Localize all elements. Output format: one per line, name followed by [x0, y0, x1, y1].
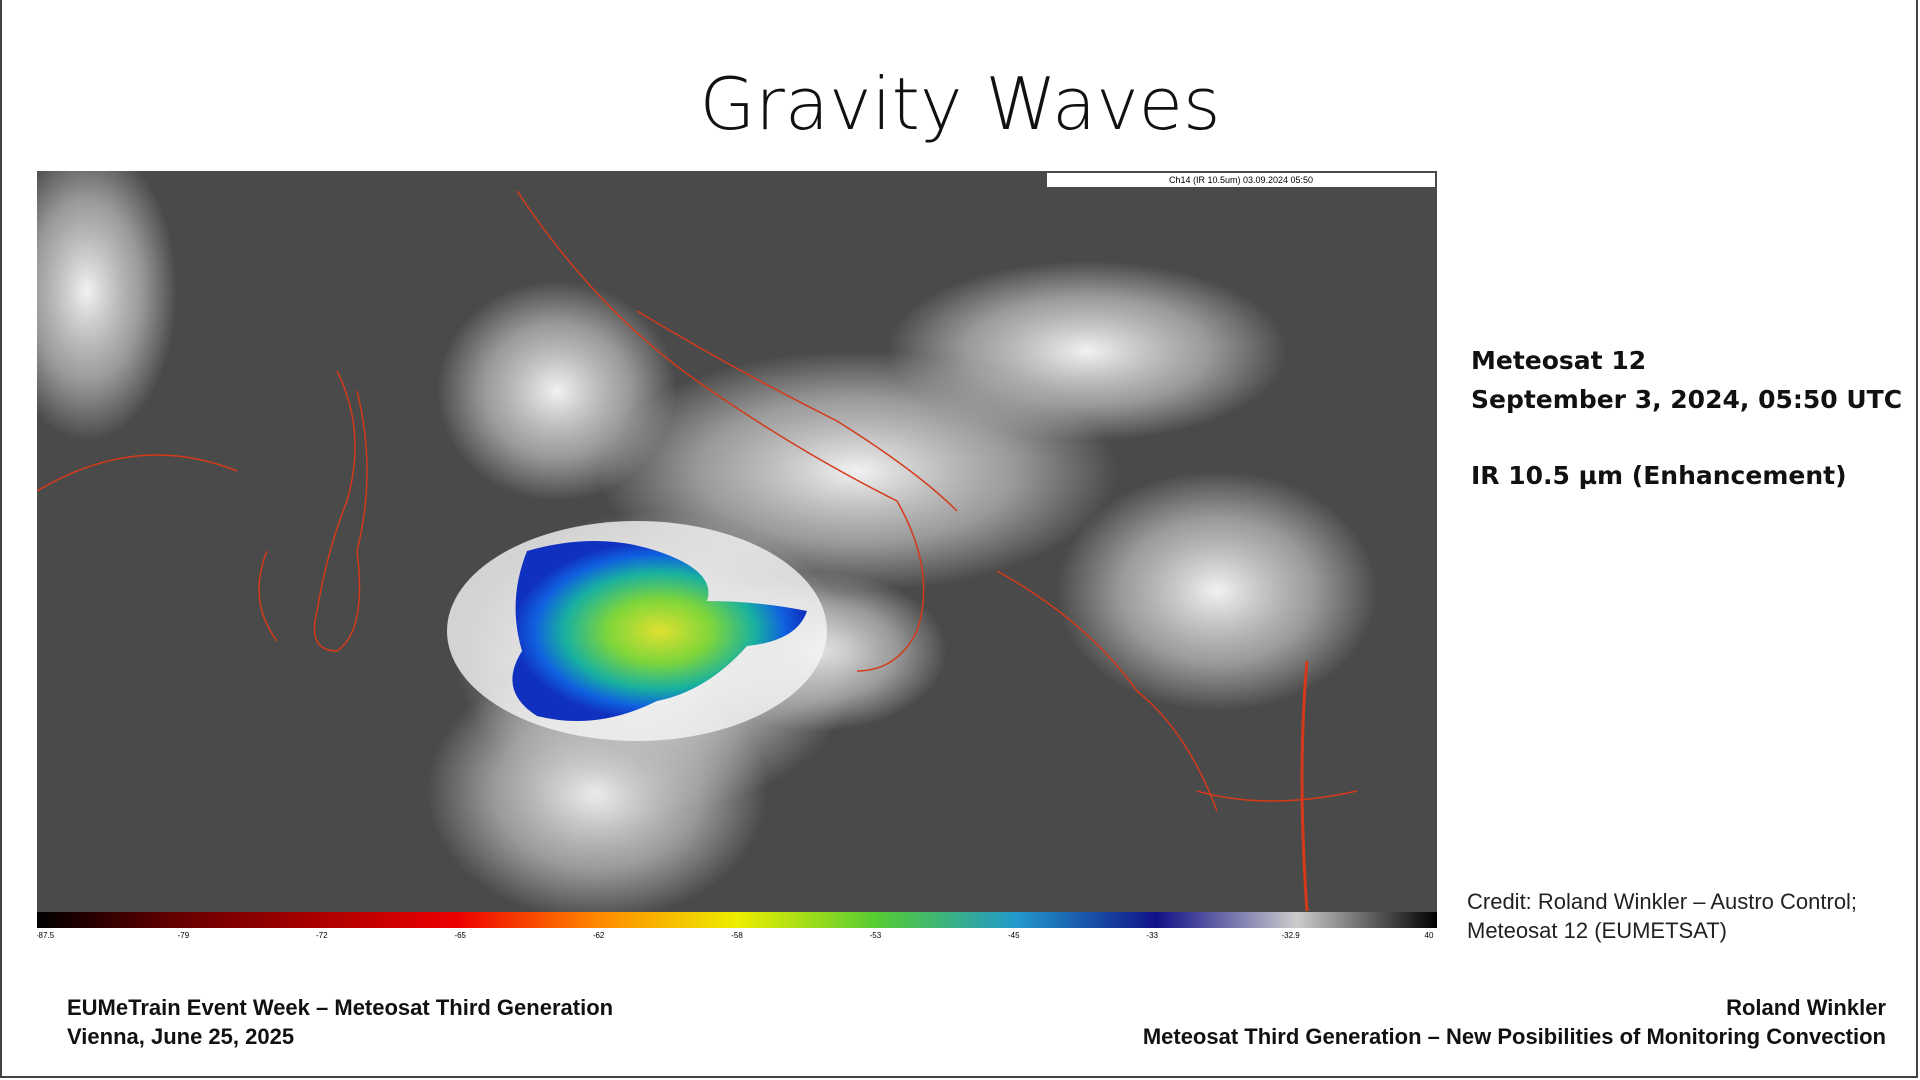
storm — [447, 521, 827, 741]
footer-left: Vienna, June 25, 2025 — [67, 1024, 295, 1049]
colorbar-label: -53 — [870, 931, 882, 940]
colorbar-label: -58 — [731, 931, 743, 940]
colorbar-label: 40 — [1425, 931, 1434, 940]
footer-right: Roland Winkler — [1726, 995, 1886, 1020]
footer-left: EUMeTrain Event Week – Meteosat Third Ge… — [67, 995, 614, 1020]
slide-title: Gravity Waves — [699, 62, 1221, 146]
satellite-image: Ch14 (IR 10.5um) 03.09.2024 05:50 -87.5 -… — [37, 171, 1437, 940]
info-line: Meteosat 12 — [1471, 346, 1647, 375]
colorbar — [37, 912, 1437, 928]
colorbar-label: -72 — [316, 931, 328, 940]
colorbar-label: -45 — [1008, 931, 1020, 940]
colorbar-label: -87.5 — [37, 931, 55, 940]
image-label: Ch14 (IR 10.5um) 03.09.2024 05:50 — [1169, 175, 1313, 185]
colorbar-label: -33 — [1146, 931, 1158, 940]
credit-line: Credit: Roland Winkler – Austro Control; — [1467, 889, 1858, 914]
info-line: September 3, 2024, 05:50 UTC — [1471, 385, 1903, 414]
colorbar-label: -79 — [178, 931, 190, 940]
colorbar-label: -62 — [593, 931, 605, 940]
footer-right: Meteosat Third Generation – New Posibili… — [1142, 1024, 1886, 1049]
colorbar-label: -32.9 — [1281, 931, 1300, 940]
colorbar-label: -65 — [454, 931, 466, 940]
coastlines — [37, 190, 1358, 912]
credit-line: Meteosat 12 (EUMETSAT) — [1467, 918, 1727, 943]
info-line: IR 10.5 µm (Enhancement) — [1471, 461, 1847, 490]
